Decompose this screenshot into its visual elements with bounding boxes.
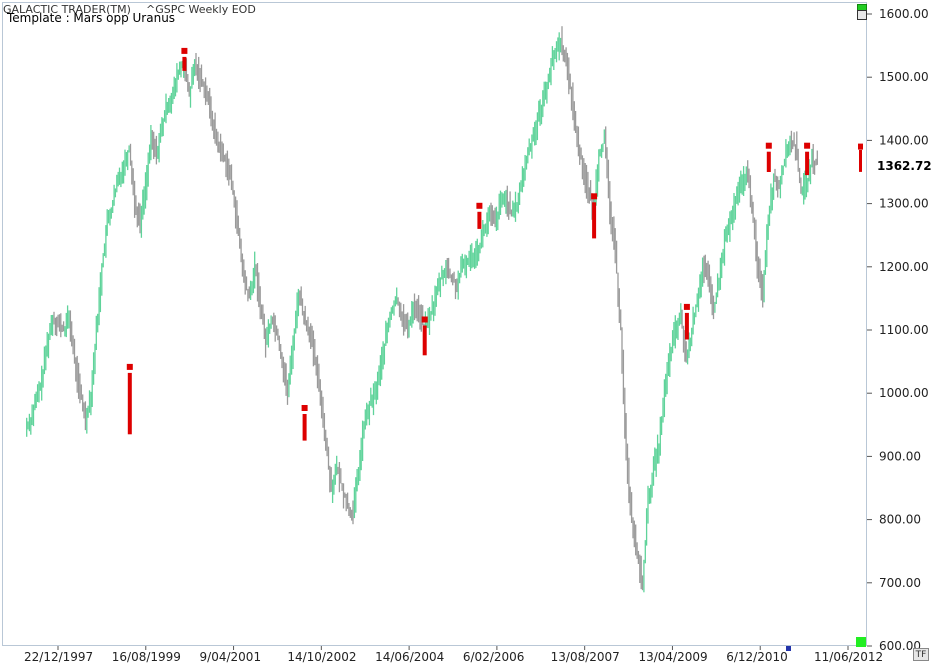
app-title: GALACTIC TRADER(TM) [3,3,131,16]
signal-cap [421,316,428,323]
signal-cap [804,142,811,149]
y-tick-label: 600.00 [879,639,921,653]
y-tick-label: 1400.00 [879,133,929,147]
signal-cap [181,47,188,54]
y-tick-label: 800.00 [879,513,921,527]
restore-button[interactable] [857,10,867,20]
last-signal-cap [858,143,863,150]
y-tick-label: 1600.00 [879,7,929,21]
y-tick-label: 1100.00 [879,323,929,337]
bottom-scroll-button[interactable] [856,637,866,647]
x-tick-label: 11/06/2012 [814,650,883,664]
price-series [26,26,818,593]
signal-bar [127,372,132,435]
y-tick-label: 1300.00 [879,197,929,211]
x-tick-label: 22/12/1997 [24,650,93,664]
signal-bar [422,325,427,356]
plot-area[interactable] [2,2,867,646]
signal-cap [765,142,772,149]
signal-bar [684,312,689,340]
x-tick-label: 6/02/2006 [463,650,525,664]
y-tick-label: 1000.00 [879,386,929,400]
symbol-label: ^GSPC Weekly EOD [146,3,256,16]
signal-bar [766,151,771,172]
x-tick-label: 16/08/1999 [112,650,181,664]
y-tick-label: 900.00 [879,449,921,463]
x-tick-label: 13/08/2007 [551,650,620,664]
y-tick-label: 1500.00 [879,70,929,84]
template-label: Template : Mars opp Uranus [7,11,176,25]
y-tick-label: 700.00 [879,576,921,590]
signal-bar [182,56,187,71]
x-tick-label: 9/04/2001 [200,650,262,664]
signal-cap [591,193,598,200]
y-tick-label: 1200.00 [879,260,929,274]
signal-cap [476,202,483,209]
signal-bar [302,414,307,441]
last-signal-bar [859,149,862,172]
signal-bar [805,151,810,176]
x-tick-label: 14/06/2004 [375,650,444,664]
signal-cap [301,405,308,411]
last-price-label: 1362.72 [877,159,932,173]
time-cursor-marker[interactable] [786,646,791,651]
signal-cap [683,303,690,310]
x-axis: 22/12/1997 16/08/1999 9/04/2001 14/10/2002 1… [24,646,883,664]
signal-cap [126,363,133,370]
x-tick-label: 14/10/2002 [287,650,356,664]
signal-markers [126,47,863,441]
signal-bar [592,202,597,239]
y-axis: 600.00 700.00 800.00 900.00 1000.00 1100.00 12… [867,7,929,653]
signal-bar [477,211,482,229]
x-tick-label: 13/04/2009 [638,650,707,664]
timeframe-button[interactable]: TF [913,648,929,661]
x-tick-label: 6/12/2010 [726,650,788,664]
